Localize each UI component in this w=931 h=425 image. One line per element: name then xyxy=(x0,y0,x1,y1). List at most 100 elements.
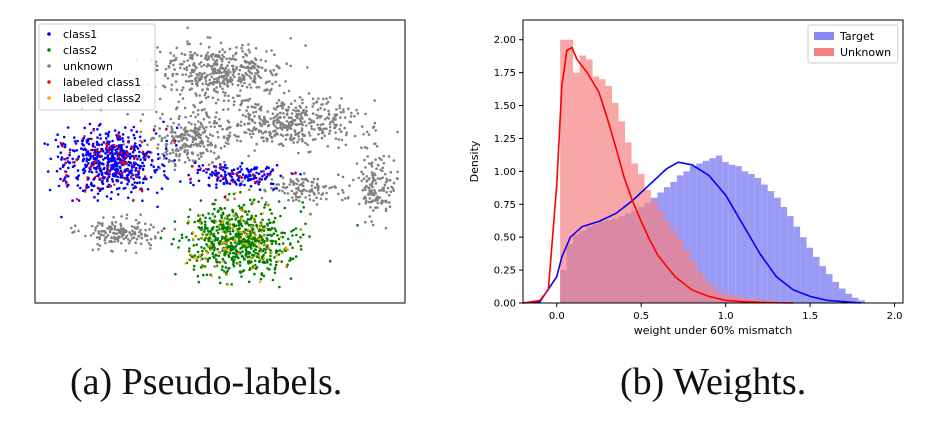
scatter-point-class1 xyxy=(122,187,125,190)
scatter-point-unknown xyxy=(90,224,94,228)
scatter-point-unknown xyxy=(291,138,294,141)
scatter-point-class1 xyxy=(113,156,116,160)
scatter-point-unknown xyxy=(181,62,184,66)
scatter-point-labeled-class2 xyxy=(262,234,266,238)
scatter-point-class1 xyxy=(116,175,119,179)
scatter-point-unknown xyxy=(320,136,324,140)
scatter-point-class1 xyxy=(192,183,195,187)
scatter-point-labeled-class2 xyxy=(210,275,213,278)
scatter-point-unknown xyxy=(214,90,218,93)
scatter-point-class2 xyxy=(242,203,246,207)
scatter-point-labeled-class2 xyxy=(258,225,262,229)
y-axis: 0.000.250.500.751.001.251.501.752.00Dens… xyxy=(468,35,523,310)
histogram-bar xyxy=(761,184,768,303)
scatter-point-unknown xyxy=(247,69,250,73)
scatter-point-class2 xyxy=(239,190,242,194)
scatter-point-unknown xyxy=(213,63,216,66)
y-tick-label: 0.25 xyxy=(494,266,516,277)
scatter-point-class2 xyxy=(256,252,260,255)
scatter-point-class1 xyxy=(84,165,88,168)
scatter-point-class1 xyxy=(249,184,253,188)
scatter-point-unknown xyxy=(301,101,304,105)
scatter-point-unknown xyxy=(197,74,200,77)
scatter-point-unknown xyxy=(179,93,182,96)
scatter-point-unknown xyxy=(224,141,228,145)
scatter-point-class1 xyxy=(139,144,142,148)
scatter-point-unknown xyxy=(316,188,320,192)
scatter-point-unknown xyxy=(169,51,172,55)
scatter-point-unknown xyxy=(127,242,131,245)
scatter-point-unknown xyxy=(225,78,229,81)
scatter-point-class1 xyxy=(113,174,117,178)
scatter-point-unknown xyxy=(242,74,246,78)
histogram-bar xyxy=(612,102,619,304)
scatter-point-unknown xyxy=(248,188,251,191)
scatter-point-unknown xyxy=(181,146,184,150)
scatter-point-unknown xyxy=(285,62,289,65)
scatter-point-class2 xyxy=(210,219,214,223)
scatter-point-class2 xyxy=(223,254,226,257)
scatter-point-labeled-class1 xyxy=(132,198,135,202)
scatter-point-class2 xyxy=(238,242,241,246)
scatter-point-unknown xyxy=(291,196,294,199)
scatter-point-unknown xyxy=(275,121,279,124)
scatter-point-unknown xyxy=(227,121,231,124)
scatter-point-unknown xyxy=(313,128,316,131)
scatter-point-unknown xyxy=(308,198,312,201)
scatter-point-unknown xyxy=(243,81,246,85)
scatter-point-class1 xyxy=(76,139,79,143)
scatter-point-class1 xyxy=(117,131,121,134)
scatter-point-labeled-class1 xyxy=(152,128,156,131)
scatter-point-unknown xyxy=(218,82,222,86)
x-tick-label: 1.0 xyxy=(718,311,734,322)
scatter-point-class1 xyxy=(81,168,85,172)
scatter-point-unknown xyxy=(188,88,192,91)
scatter-point-class1 xyxy=(265,175,269,178)
scatter-point-unknown xyxy=(320,127,323,131)
scatter-point-unknown xyxy=(221,53,224,57)
scatter-point-unknown xyxy=(377,163,380,167)
scatter-point-unknown xyxy=(209,150,213,153)
histogram-bar xyxy=(670,230,677,303)
scatter-point-class2 xyxy=(232,223,236,226)
scatter-point-unknown xyxy=(188,64,191,67)
scatter-point-class1 xyxy=(215,186,218,189)
scatter-point-labeled-class1 xyxy=(143,175,147,178)
scatter-point-unknown xyxy=(144,234,147,238)
scatter-point-unknown xyxy=(269,71,273,75)
scatter-point-unknown xyxy=(259,105,263,109)
scatter-point-labeled-class1 xyxy=(94,175,97,178)
scatter-point-unknown xyxy=(247,154,250,158)
scatter-point-unknown xyxy=(247,122,250,125)
scatter-point-unknown xyxy=(194,115,197,119)
scatter-point-class1 xyxy=(54,138,58,142)
scatter-point-class2 xyxy=(251,227,255,231)
scatter-point-unknown xyxy=(125,213,129,217)
scatter-point-labeled-class1 xyxy=(83,190,87,193)
scatter-point-unknown xyxy=(113,240,116,243)
scatter-point-class1 xyxy=(239,165,242,168)
histogram-bar xyxy=(579,55,587,303)
scatter-point-labeled-class2 xyxy=(207,245,210,248)
scatter-point-class2 xyxy=(212,243,216,246)
scatter-point-class1 xyxy=(132,148,136,152)
scatter-point-unknown xyxy=(173,162,177,166)
scatter-point-labeled-class2 xyxy=(244,242,247,246)
scatter-point-class2 xyxy=(240,275,243,278)
scatter-point-unknown xyxy=(172,136,176,140)
scatter-point-unknown xyxy=(344,133,348,137)
scatter-point-labeled-class1 xyxy=(117,135,120,138)
scatter-point-class2 xyxy=(223,207,227,210)
scatter-point-unknown xyxy=(294,193,297,196)
scatter-point-unknown xyxy=(256,103,259,107)
scatter-point-unknown xyxy=(214,101,218,105)
scatter-point-class1 xyxy=(130,129,133,132)
scatter-point-unknown xyxy=(213,55,217,58)
scatter-point-unknown xyxy=(342,191,345,194)
scatter-point-labeled-class1 xyxy=(107,165,110,168)
scatter-point-unknown xyxy=(247,112,250,116)
scatter-point-class2 xyxy=(268,208,272,211)
scatter-point-unknown xyxy=(165,143,169,146)
scatter-point-class2 xyxy=(271,239,275,243)
scatter-point-class1 xyxy=(89,155,93,158)
